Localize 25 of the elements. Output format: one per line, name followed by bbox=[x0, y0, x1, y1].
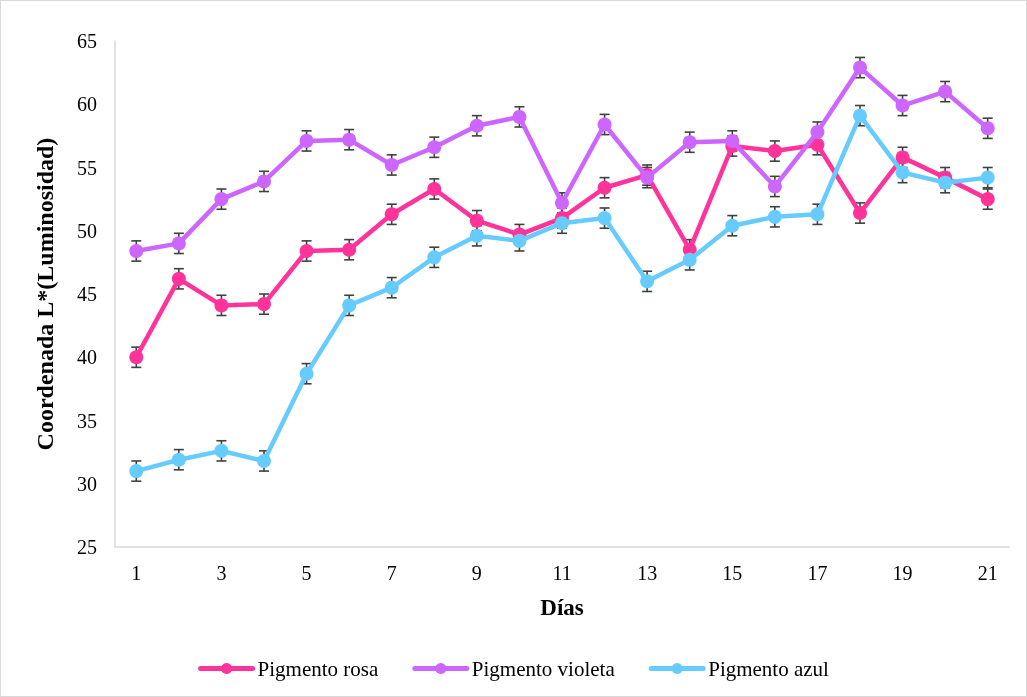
x-tick-label: 5 bbox=[301, 562, 312, 584]
x-tick-label: 17 bbox=[807, 562, 828, 584]
x-tick-label: 9 bbox=[471, 562, 482, 584]
x-axis-title: Días bbox=[540, 595, 584, 620]
legend-label: Pigmento azul bbox=[708, 656, 830, 681]
y-tick-label: 35 bbox=[77, 409, 97, 432]
y-axis-title: Coordenada L*(Luminosidad) bbox=[32, 137, 58, 451]
legend-label: Pigmento violeta bbox=[471, 656, 616, 681]
y-tick-label: 55 bbox=[77, 156, 97, 179]
y-tick-label: 40 bbox=[77, 346, 97, 369]
x-tick-label: 19 bbox=[892, 562, 913, 584]
y-tick-label: 30 bbox=[77, 472, 97, 495]
x-tick-label: 11 bbox=[552, 562, 572, 584]
x-tick-label: 15 bbox=[722, 562, 743, 584]
y-tick-label: 50 bbox=[77, 219, 97, 242]
y-tick-label: 45 bbox=[77, 283, 97, 305]
y-tick-label: 25 bbox=[77, 536, 97, 558]
x-tick-label: 7 bbox=[386, 562, 397, 584]
x-tick-label: 21 bbox=[977, 562, 998, 584]
y-tick-label: 60 bbox=[77, 93, 97, 116]
x-tick-label: 1 bbox=[131, 562, 142, 584]
x-tick-label: 3 bbox=[216, 562, 227, 584]
legend-label: Pigmento rosa bbox=[257, 656, 379, 681]
y-tick-label: 65 bbox=[77, 30, 97, 52]
x-tick-label: 13 bbox=[637, 562, 658, 584]
